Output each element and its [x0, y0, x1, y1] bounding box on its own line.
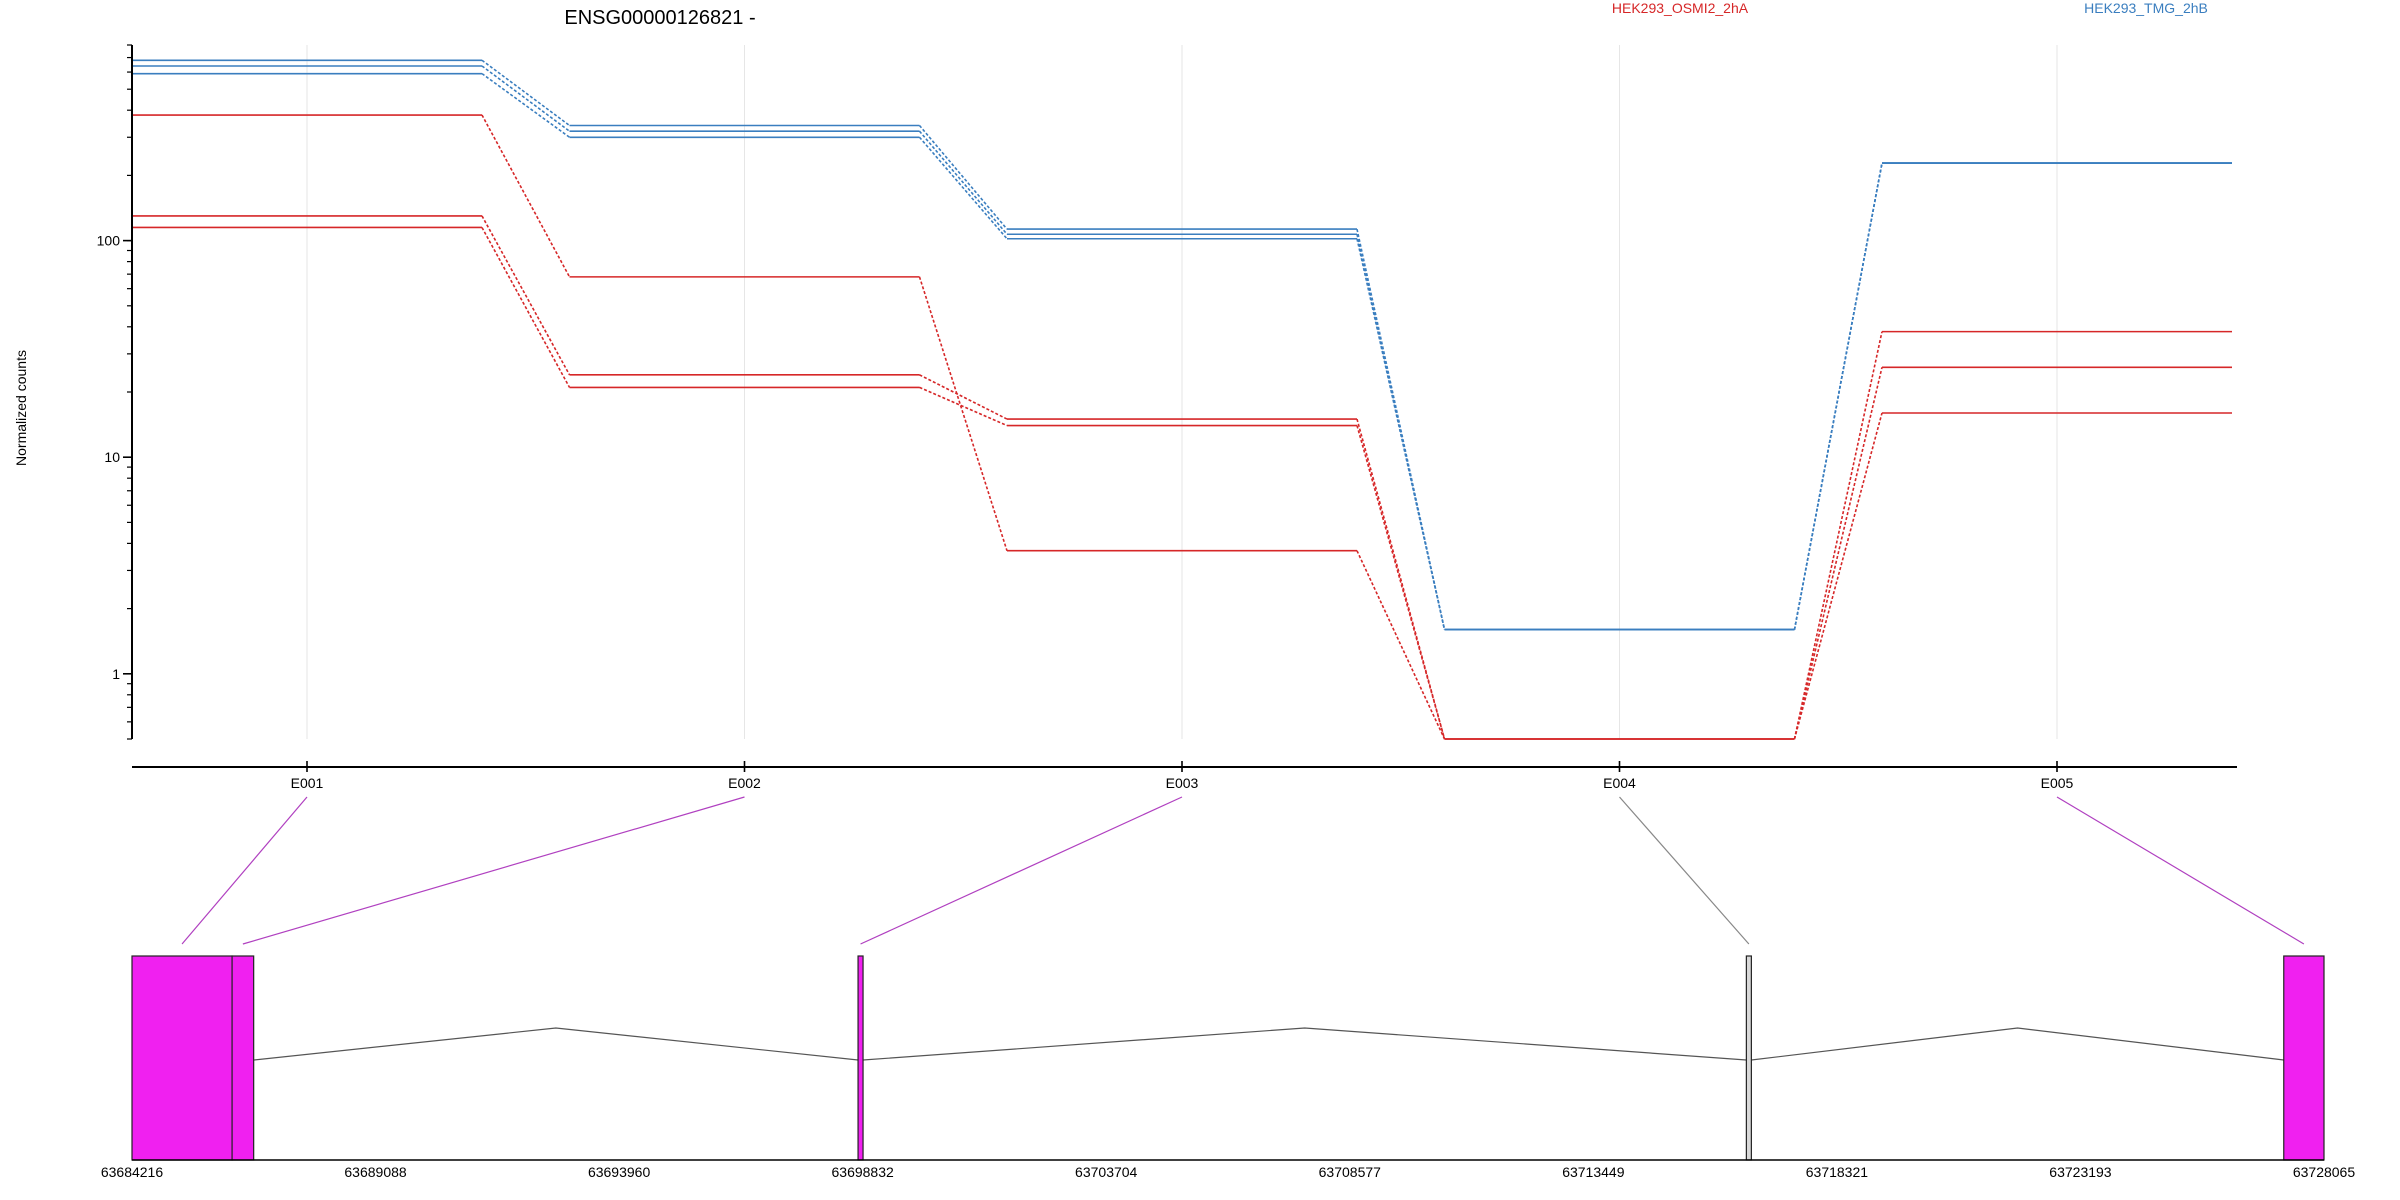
series-connector: [1356, 238, 1446, 630]
y-tick-label: 1: [112, 666, 120, 682]
connector-e003: [860, 796, 1183, 945]
gene-tick-label: 63723193: [2049, 1164, 2112, 1180]
gene-tick-label: 63684216: [101, 1164, 164, 1180]
series-6: [132, 72, 2232, 631]
connector-e004: [1619, 796, 1750, 945]
gene-tick-label: 63689088: [344, 1164, 407, 1180]
series-connector: [1793, 367, 1883, 740]
gene-tick-label: 63703704: [1075, 1164, 1138, 1180]
gene-coordinate-axis: 63684216 63689088 63693960 63698832 63703704…: [101, 1159, 2356, 1180]
series-connector: [918, 130, 1008, 235]
connector-e001: [181, 796, 308, 945]
series-connector: [1356, 425, 1446, 740]
gene-tick-label: 63708577: [1319, 1164, 1382, 1180]
x-tick-label: E005: [2041, 775, 2074, 791]
x-tick-label: E001: [291, 775, 324, 791]
intron-line: [1751, 1027, 2284, 1061]
series-connector: [481, 65, 570, 132]
series-connector: [918, 136, 1008, 240]
exon-box-e003: [857, 955, 864, 1161]
gene-model: [131, 955, 2325, 1161]
exon-box-e004: [1745, 955, 1752, 1161]
intron-line: [253, 1027, 859, 1061]
series-connector: [918, 276, 1008, 551]
exon-box-e005: [2283, 955, 2325, 1161]
series-connector: [481, 215, 571, 376]
series-connector: [481, 114, 571, 278]
y-axis-label: Normalized counts: [13, 350, 29, 466]
x-tick-label: E003: [1166, 775, 1199, 791]
gene-tick-label: 63728065: [2293, 1164, 2356, 1180]
gene-tick-label: 63718321: [1806, 1164, 1869, 1180]
series-connector: [919, 386, 1008, 427]
chart-title: ENSG00000126821 -: [564, 7, 755, 29]
connector-e005: [2056, 796, 2305, 945]
y-tick-label: 100: [97, 233, 121, 249]
series-connector: [481, 227, 571, 388]
series-connector: [481, 72, 570, 138]
series-connector: [1793, 331, 1883, 740]
legend-label-osmi2: HEK293_OSMI2_2hA: [1612, 0, 1749, 16]
gene-tick-label: 63713449: [1562, 1164, 1625, 1180]
gene-tick-label: 63693960: [588, 1164, 651, 1180]
series-3: [132, 226, 2232, 740]
series-connector: [1356, 228, 1446, 630]
exon-box-e001: [131, 955, 233, 1161]
grid-lines: [306, 45, 2058, 739]
series-connector: [1793, 412, 1883, 740]
series-lines: [132, 59, 2232, 740]
exon-connectors: [181, 796, 2305, 945]
series-connector: [919, 374, 1008, 420]
intron-line: [863, 1027, 1747, 1061]
connector-e002: [242, 796, 745, 945]
series-connector: [481, 59, 570, 127]
series-connector: [1793, 162, 1883, 630]
series-connector: [1356, 234, 1446, 630]
legend-label-tmg: HEK293_TMG_2hB: [2084, 0, 2208, 16]
x-tick-label: E002: [728, 775, 761, 791]
x-tick-label: E004: [1603, 775, 1636, 791]
y-tick-label: 10: [104, 449, 120, 465]
plot-axes: 1 10 100 E001 E002 E003 E004 E005: [97, 44, 2237, 791]
exon-box-e002: [231, 955, 255, 1161]
gene-tick-label: 63698832: [832, 1164, 895, 1180]
series-connector: [918, 124, 1008, 230]
